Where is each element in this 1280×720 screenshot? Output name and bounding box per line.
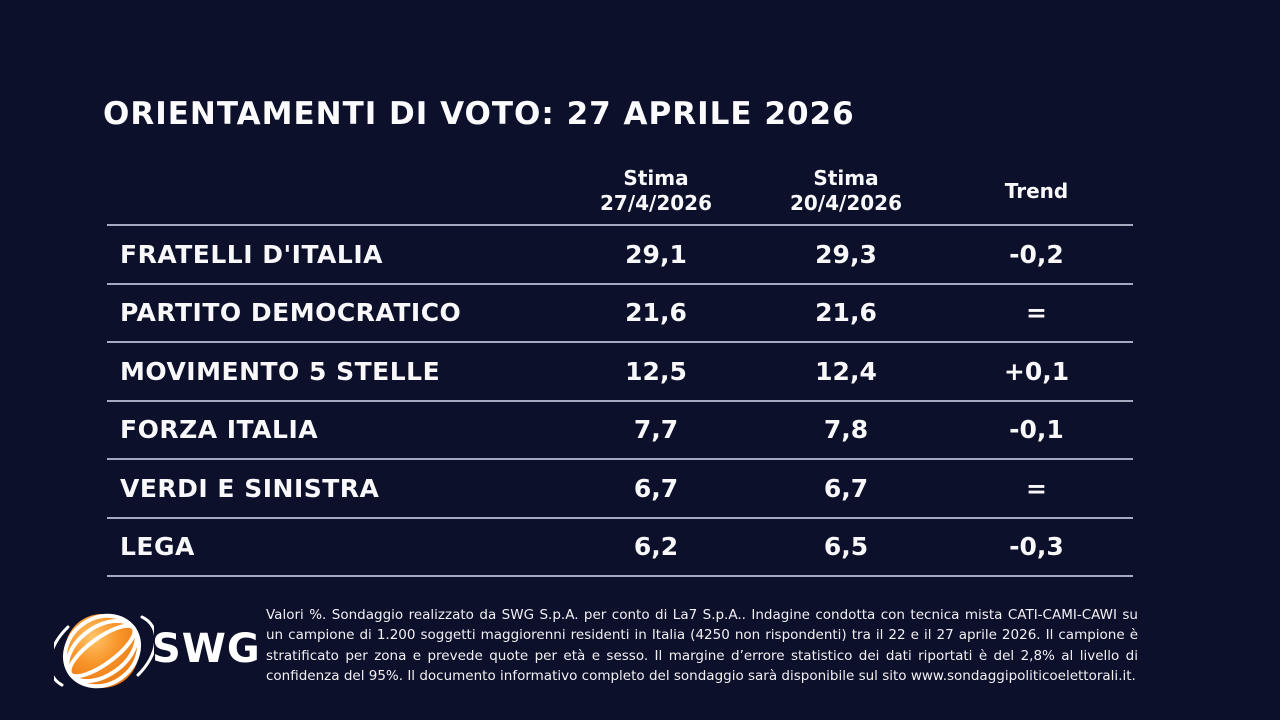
party-name: VERDI E SINISTRA <box>120 473 380 503</box>
swg-globe-icon <box>54 613 154 689</box>
poll-table: Stima 27/4/2026 Stima 20/4/2026 Trend FR… <box>107 163 1133 577</box>
table-header-row: Stima 27/4/2026 Stima 20/4/2026 Trend <box>107 163 1133 226</box>
stima-previous-value: 6,7 <box>823 473 869 503</box>
trend-header: Trend <box>1004 178 1069 203</box>
table-row: FORZA ITALIA 7,7 7,8 -0,1 <box>107 402 1133 460</box>
methodology-disclaimer: Valori %. Sondaggio realizzato da SWG S.… <box>266 607 1138 685</box>
stima-previous-header-line1: Stima <box>813 166 879 191</box>
party-name: FORZA ITALIA <box>120 415 319 445</box>
footer: SWG Valori %. Sondaggio realizzato da SW… <box>0 596 1280 720</box>
table-row: FRATELLI D'ITALIA 29,1 29,3 -0,2 <box>107 226 1133 285</box>
stima-previous-header-line2: 20/4/2026 <box>789 190 903 215</box>
party-name: LEGA <box>120 532 195 562</box>
stima-previous-header: Stima 20/4/2026 <box>752 166 940 224</box>
stima-previous-value: 12,4 <box>815 356 877 386</box>
stima-current-value: 6,7 <box>633 473 679 503</box>
stima-previous-value: 29,3 <box>815 239 877 269</box>
party-name: PARTITO DEMOCRATICO <box>120 298 462 328</box>
trend-value: -0,2 <box>1009 239 1064 269</box>
trend-value: = <box>1026 298 1047 328</box>
stima-current-value: 29,1 <box>625 239 687 269</box>
swg-logo: SWG <box>42 596 260 706</box>
trend-value: +0,1 <box>1003 356 1070 386</box>
swg-logo-text: SWG <box>152 626 261 672</box>
trend-value: -0,3 <box>1009 532 1064 562</box>
stima-previous-value: 7,8 <box>823 415 869 445</box>
trend-value: = <box>1026 473 1047 503</box>
stima-current-header-line1: Stima <box>623 166 689 191</box>
table-row: PARTITO DEMOCRATICO 21,6 21,6 = <box>107 285 1133 343</box>
stima-current-value: 12,5 <box>625 356 687 386</box>
party-name: FRATELLI D'ITALIA <box>120 239 383 269</box>
trend-value: -0,1 <box>1009 415 1064 445</box>
page-title: ORIENTAMENTI DI VOTO: 27 APRILE 2026 <box>103 96 855 132</box>
stima-current-value: 7,7 <box>633 415 679 445</box>
stima-current-value: 21,6 <box>625 298 687 328</box>
stima-current-header-line2: 27/4/2026 <box>599 190 713 215</box>
stima-previous-value: 21,6 <box>815 298 877 328</box>
stima-current-value: 6,2 <box>633 532 679 562</box>
table-row: VERDI E SINISTRA 6,7 6,7 = <box>107 460 1133 519</box>
stima-current-header: Stima 27/4/2026 <box>560 166 752 224</box>
stima-previous-value: 6,5 <box>823 532 869 562</box>
table-row: MOVIMENTO 5 STELLE 12,5 12,4 +0,1 <box>107 343 1133 402</box>
table-row: LEGA 6,2 6,5 -0,3 <box>107 519 1133 577</box>
party-name: MOVIMENTO 5 STELLE <box>120 356 441 386</box>
